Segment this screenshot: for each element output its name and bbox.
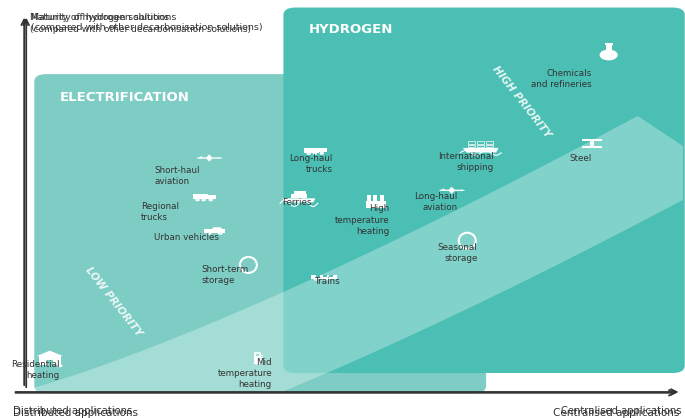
Ellipse shape	[196, 199, 199, 201]
Bar	[204, 229, 225, 233]
Ellipse shape	[209, 199, 212, 201]
Text: Short-term
storage: Short-term storage	[201, 265, 249, 285]
Ellipse shape	[202, 199, 205, 201]
Text: High
temperature
heating: High temperature heating	[335, 204, 390, 236]
Text: HIGH PRIORITY: HIGH PRIORITY	[490, 64, 552, 139]
FancyArrow shape	[440, 189, 466, 191]
Text: Mid
temperature
heating: Mid temperature heating	[217, 358, 272, 389]
Bar	[331, 275, 336, 278]
Text: Chemicals
and refineries: Chemicals and refineries	[531, 69, 592, 89]
Bar	[380, 195, 384, 202]
Polygon shape	[448, 190, 455, 194]
Ellipse shape	[321, 153, 323, 154]
Bar	[329, 275, 334, 277]
Text: International
shipping: International shipping	[438, 152, 494, 172]
Text: Steel: Steel	[569, 154, 592, 163]
Ellipse shape	[58, 364, 62, 367]
Bar	[486, 142, 493, 144]
Text: LOW PRIORITY: LOW PRIORITY	[84, 265, 144, 338]
Polygon shape	[206, 154, 212, 158]
Bar	[477, 145, 484, 147]
Ellipse shape	[324, 278, 327, 280]
Bar	[468, 142, 475, 144]
Bar	[606, 45, 612, 49]
Text: Long-haul
aviation: Long-haul aviation	[414, 192, 457, 212]
FancyBboxPatch shape	[34, 74, 486, 393]
Text: Distributed applications: Distributed applications	[13, 406, 132, 416]
Text: Long-haul
trucks: Long-haul trucks	[289, 154, 333, 174]
Ellipse shape	[314, 278, 317, 280]
Bar	[38, 356, 61, 364]
Text: Residential
heating: Residential heating	[12, 360, 60, 380]
Bar	[319, 148, 327, 153]
Polygon shape	[282, 199, 315, 203]
Bar	[303, 148, 319, 153]
Polygon shape	[448, 187, 455, 190]
Polygon shape	[206, 158, 212, 162]
Bar	[47, 360, 53, 364]
Text: Ferries: Ferries	[282, 199, 312, 207]
Bar	[605, 43, 612, 45]
Ellipse shape	[219, 232, 222, 234]
Text: Regional
trucks: Regional trucks	[140, 202, 179, 222]
Bar	[255, 353, 260, 363]
Ellipse shape	[307, 153, 310, 154]
Bar	[256, 356, 259, 362]
Text: ELECTRIFICATION: ELECTRIFICATION	[60, 92, 190, 104]
Polygon shape	[199, 156, 203, 158]
Bar	[208, 194, 216, 199]
Text: Urban vehicles: Urban vehicles	[154, 233, 219, 242]
Text: Centralised applications: Centralised applications	[553, 408, 680, 418]
Polygon shape	[463, 148, 499, 153]
Ellipse shape	[313, 153, 316, 154]
Text: Distributed applications: Distributed applications	[13, 408, 138, 418]
Bar	[316, 275, 320, 277]
Bar	[290, 194, 307, 199]
Polygon shape	[211, 227, 223, 229]
Text: Maturity of hydrogen solutions
(compared with other decarbonisation solutions): Maturity of hydrogen solutions (compared…	[31, 13, 262, 32]
Ellipse shape	[208, 232, 211, 234]
Bar	[468, 145, 475, 147]
Polygon shape	[0, 116, 685, 418]
Polygon shape	[440, 189, 445, 190]
Bar	[59, 355, 61, 366]
Bar	[486, 145, 493, 147]
Bar	[582, 139, 602, 141]
Polygon shape	[37, 351, 63, 356]
Text: Maturity of hydrogen solutions
(compared with other decarbonisation solutions): Maturity of hydrogen solutions (compared…	[29, 13, 251, 33]
Bar	[294, 191, 306, 194]
Bar	[366, 201, 386, 208]
Bar	[192, 194, 208, 199]
Bar	[373, 195, 377, 202]
FancyArrow shape	[197, 157, 223, 159]
Text: Trains: Trains	[314, 277, 339, 286]
Bar	[477, 142, 484, 144]
Text: HYDROGEN: HYDROGEN	[309, 23, 393, 36]
Bar	[367, 195, 371, 202]
Text: Short-haul
aviation: Short-haul aviation	[154, 166, 199, 186]
Bar	[590, 140, 594, 146]
Bar	[311, 275, 337, 279]
Text: Seasonal
storage: Seasonal storage	[438, 243, 477, 263]
FancyBboxPatch shape	[284, 8, 685, 373]
Text: Centralised applications: Centralised applications	[561, 406, 682, 416]
Bar	[323, 275, 327, 277]
Ellipse shape	[254, 361, 260, 364]
Bar	[582, 146, 602, 148]
Ellipse shape	[599, 49, 618, 60]
